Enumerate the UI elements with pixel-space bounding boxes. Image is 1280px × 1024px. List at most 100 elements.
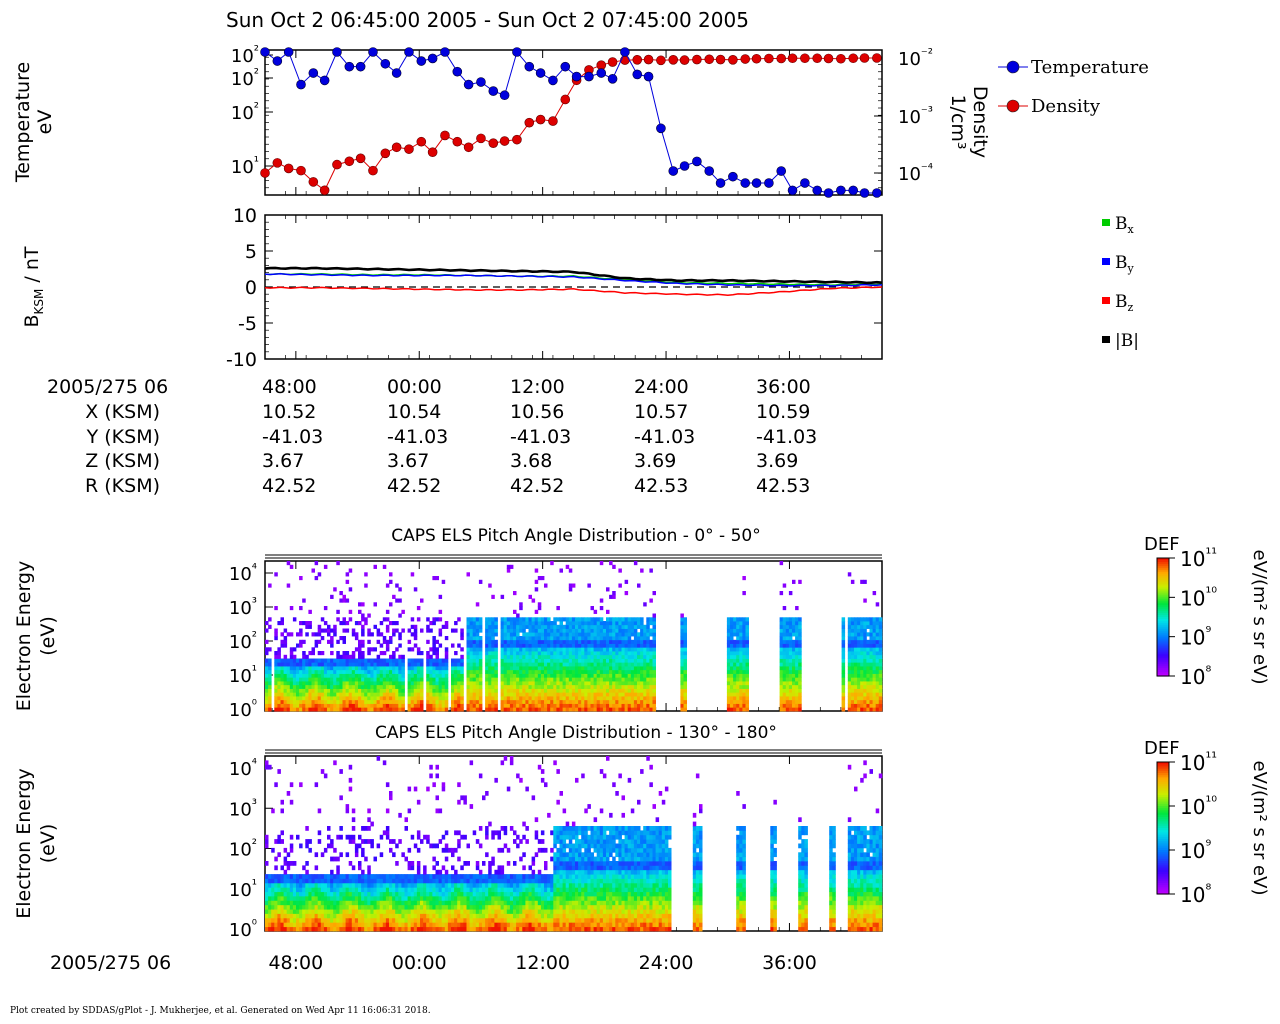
ephemeris-value: 10.54 — [387, 401, 442, 423]
ephemeris-value: 42.53 — [756, 474, 811, 497]
colorbar-tick-label: 10⁸ — [1180, 882, 1211, 907]
temperature-point — [260, 47, 270, 57]
temperature-point — [355, 61, 366, 72]
colorbar-segment — [1157, 779, 1169, 783]
spectrogram-ytick-label: 10³ — [229, 596, 257, 619]
ephemeris-time-label: 24:00 — [634, 376, 689, 398]
ephemeris-value: 42.52 — [510, 474, 565, 497]
ephemeris-value: -41.03 — [756, 425, 818, 448]
colorbar-segment — [1157, 828, 1169, 831]
temperature-point — [332, 47, 342, 57]
temperature-point — [512, 47, 522, 57]
spectrogram-ytick-label: 10³ — [229, 797, 257, 820]
ephemeris-value: 3.68 — [510, 450, 553, 472]
density-point — [368, 165, 378, 176]
density-point — [319, 185, 330, 196]
ephemeris-time-label: 48:00 — [262, 376, 317, 398]
temperature-point — [679, 161, 690, 171]
legend-marker — [1006, 99, 1020, 113]
colorbar-segment — [1157, 607, 1169, 610]
temperature-point — [380, 58, 391, 69]
magnetic-field-legend: Bx By Bz |B| — [1102, 214, 1139, 351]
colorbar-segment — [1157, 847, 1169, 851]
spectrogram-cells — [265, 756, 883, 932]
colorbar-segment — [1157, 559, 1169, 563]
spectrogram-ylabel: Electron Energy (eV) — [13, 561, 59, 712]
temperature-point — [632, 69, 643, 80]
colorbar-segment — [1157, 836, 1169, 840]
colorbar-segment — [1157, 670, 1169, 673]
colorbar-segment — [1157, 603, 1169, 606]
colorbar-segment — [1157, 834, 1169, 838]
density-point — [476, 133, 486, 144]
temperature-point — [548, 75, 558, 86]
temperature-point — [463, 79, 474, 90]
temperature-point — [751, 178, 762, 188]
density-point — [751, 53, 762, 64]
density-point — [283, 163, 294, 174]
colorbar-segment — [1157, 880, 1169, 884]
density-point — [416, 136, 427, 147]
temperature-point — [308, 68, 319, 78]
temperature-point — [344, 61, 355, 72]
b-ytick-label: -5 — [238, 313, 257, 335]
colorbar-segment — [1157, 832, 1169, 836]
colorbar-segment — [1157, 626, 1169, 630]
temperature-point — [596, 68, 607, 78]
colorbar-title: DEF — [1144, 534, 1180, 555]
legend-swatch — [1102, 258, 1110, 265]
colorbar-segment — [1157, 885, 1169, 888]
temperature-point — [728, 171, 738, 182]
colorbar-segment — [1157, 863, 1169, 866]
colorbar-segment — [1157, 658, 1169, 661]
density-point — [656, 55, 666, 66]
temperature-point — [836, 185, 846, 196]
temperature-point — [404, 47, 414, 57]
density-point — [787, 53, 798, 64]
pad-0-50-panel: CAPS ELS Pitch Angle Distribution - 0° -… — [13, 526, 1270, 720]
colorbar-segment — [1157, 650, 1169, 653]
colorbar-segment — [1157, 620, 1169, 624]
temperature-point — [535, 68, 546, 78]
colorbar-segment — [1157, 561, 1169, 565]
colorbar-segment — [1157, 642, 1169, 646]
colorbar-segment — [1157, 597, 1169, 600]
legend-label: Temperature — [1031, 57, 1149, 78]
density-point — [272, 158, 283, 168]
colorbar-segment — [1157, 852, 1169, 855]
ephemeris-value: -41.03 — [387, 425, 449, 448]
colorbar-frame — [1156, 557, 1170, 677]
colorbar-segment — [1157, 887, 1169, 891]
colorbar-segment — [1157, 788, 1169, 792]
b-ytick-label: 0 — [245, 277, 257, 299]
temperature-point — [643, 71, 654, 82]
spectrogram-ytick-label: 10¹ — [229, 664, 257, 687]
temperature-point — [416, 56, 427, 66]
temperature-point — [584, 71, 594, 82]
colorbar-segment — [1157, 854, 1169, 858]
colorbar-segment — [1157, 565, 1169, 569]
td-y2tick-label: 10⁻² — [898, 47, 933, 70]
density-point — [668, 55, 679, 65]
colorbar-segment — [1157, 810, 1169, 814]
colorbar-segment — [1157, 640, 1169, 644]
colorbar-segment — [1157, 666, 1169, 669]
temperature-point — [476, 77, 486, 87]
colorbar-segment — [1157, 593, 1169, 596]
density-point — [692, 54, 702, 65]
bz-line — [264, 286, 883, 297]
temperature-point — [800, 178, 810, 188]
colorbar-segment — [1157, 775, 1169, 778]
magnetic-field-panel: 10 5 0 -5 -10 BKSM / nT Bx By Bz |B| — [21, 205, 1139, 371]
colorbar-segment — [1157, 770, 1169, 774]
density-point — [607, 57, 618, 67]
density-point — [332, 159, 342, 170]
colorbar-segment — [1157, 628, 1169, 632]
td-ytick-label: 10² — [231, 44, 259, 67]
td-y2label: Density1/cm³ — [947, 86, 991, 158]
colorbar-segment — [1157, 618, 1169, 622]
colorbar-segment — [1157, 558, 1169, 561]
x-axis: 2005/275 06 48:00 00:00 12:00 24:00 36:00 — [50, 952, 817, 974]
density-point — [548, 116, 558, 126]
td-ytick-label: 10² — [231, 67, 259, 90]
